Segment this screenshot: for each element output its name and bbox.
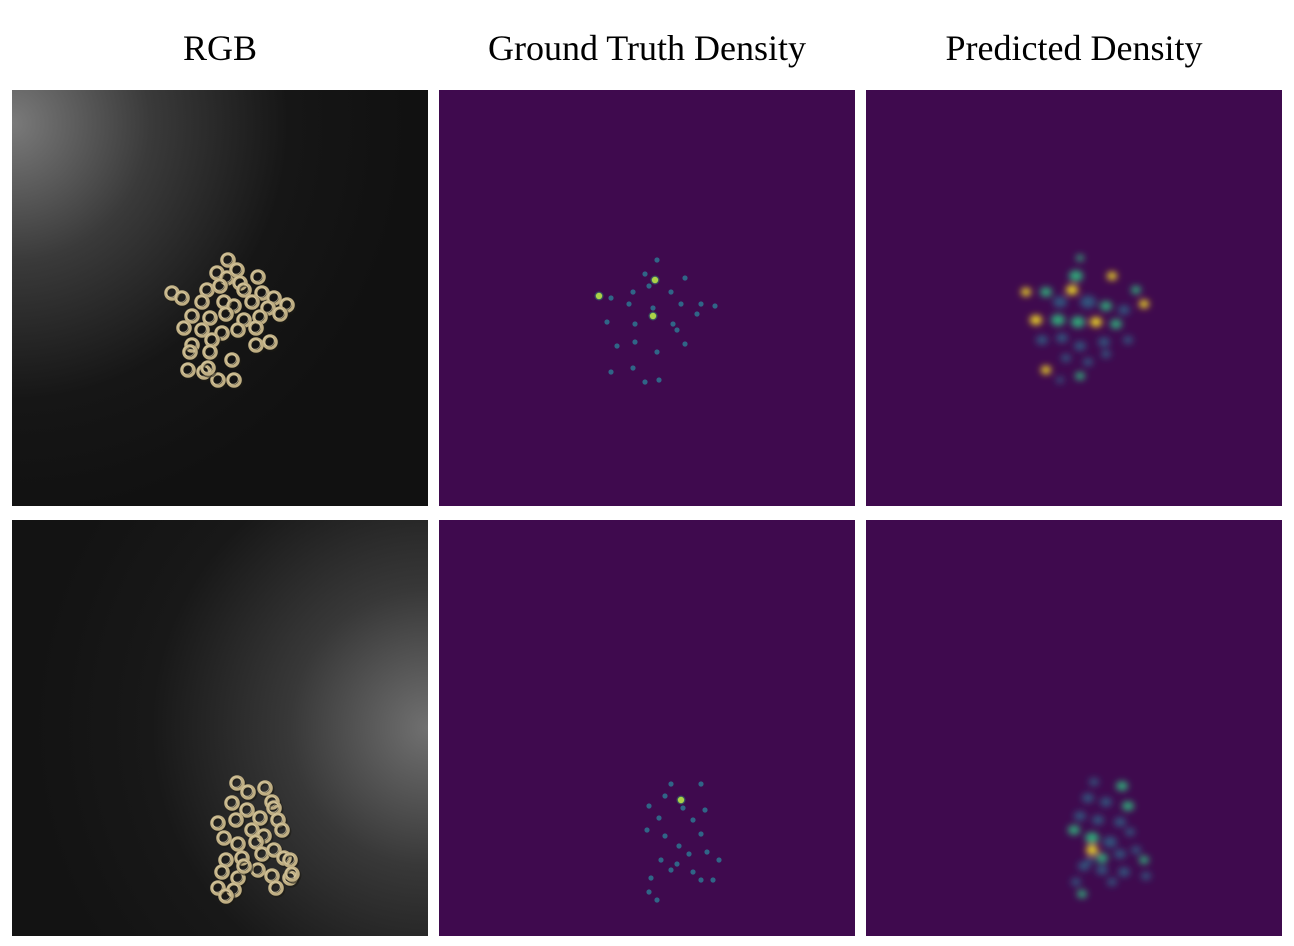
column-title-predicted: Predicted Density (945, 28, 1203, 68)
rgb-image-row-2 (12, 520, 428, 936)
ground-truth-density-row-2 (439, 520, 855, 936)
ground-truth-density-row-1 (439, 90, 855, 506)
predicted-density-row-1 (866, 90, 1282, 506)
column-title-rgb: RGB (182, 28, 258, 68)
predicted-density-row-2 (866, 520, 1282, 936)
rgb-image-row-1 (12, 90, 428, 506)
column-title-ground-truth: Ground Truth Density (487, 28, 807, 68)
